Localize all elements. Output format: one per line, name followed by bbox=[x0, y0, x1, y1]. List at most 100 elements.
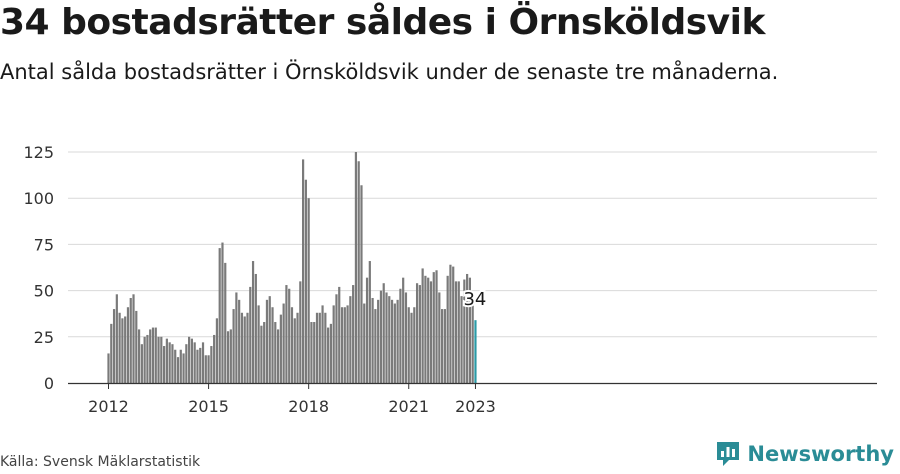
bar bbox=[221, 242, 224, 383]
bar bbox=[149, 329, 152, 383]
bar bbox=[121, 318, 124, 383]
bar bbox=[246, 312, 249, 383]
y-axis-ticks: 0 25 50 75 100 125 bbox=[23, 143, 54, 393]
bar bbox=[377, 299, 380, 383]
bar bbox=[338, 286, 341, 383]
bar bbox=[249, 286, 252, 383]
bar bbox=[443, 309, 446, 383]
bar bbox=[129, 297, 132, 383]
bar bbox=[232, 309, 235, 383]
bar bbox=[466, 273, 469, 383]
x-tick-label: 2023 bbox=[455, 397, 496, 416]
bar bbox=[238, 299, 241, 383]
bar bbox=[126, 307, 130, 383]
bar bbox=[190, 338, 193, 383]
bar bbox=[441, 309, 444, 383]
x-tick-label: 2012 bbox=[88, 397, 129, 416]
x-tick-label: 2018 bbox=[288, 397, 329, 416]
bar bbox=[393, 303, 396, 383]
bar bbox=[310, 322, 313, 383]
bar bbox=[363, 303, 366, 383]
bar bbox=[335, 294, 338, 383]
source-note: Källa: Svensk Mäklarstatistik bbox=[0, 454, 201, 470]
bar bbox=[151, 327, 155, 383]
bar bbox=[279, 314, 282, 383]
bar bbox=[296, 312, 299, 383]
bar bbox=[204, 355, 207, 383]
bar bbox=[404, 292, 408, 383]
bar bbox=[340, 307, 344, 383]
bar bbox=[143, 336, 146, 383]
bar bbox=[201, 342, 205, 383]
chart-title: 34 bostadsrätter såldes i Örnsköldsvik bbox=[0, 2, 765, 43]
y-tick-label: 0 bbox=[44, 374, 54, 393]
bar bbox=[299, 281, 302, 383]
bar bbox=[313, 322, 316, 383]
bar bbox=[421, 268, 424, 383]
bar bbox=[379, 290, 383, 383]
bar bbox=[371, 297, 374, 383]
bar bbox=[413, 307, 416, 383]
y-tick-label: 100 bbox=[23, 189, 54, 208]
bar bbox=[213, 334, 216, 383]
bar bbox=[165, 338, 168, 383]
bar bbox=[135, 310, 138, 383]
x-tick-label: 2015 bbox=[188, 397, 229, 416]
bar bbox=[226, 331, 230, 383]
bar bbox=[418, 285, 421, 383]
bar bbox=[107, 353, 110, 383]
bar bbox=[182, 353, 185, 383]
bar bbox=[429, 281, 433, 383]
bar bbox=[396, 299, 399, 383]
bar bbox=[260, 325, 263, 383]
bar-highlight bbox=[474, 320, 477, 383]
bar bbox=[302, 159, 305, 383]
bar bbox=[407, 307, 410, 383]
bar bbox=[274, 322, 277, 383]
bar bbox=[346, 305, 349, 383]
bar bbox=[471, 305, 474, 383]
bar bbox=[343, 307, 346, 383]
bar bbox=[243, 316, 246, 383]
bar bbox=[388, 296, 391, 383]
bar bbox=[115, 294, 118, 383]
bar bbox=[424, 275, 427, 383]
bar bbox=[224, 262, 227, 383]
bar bbox=[188, 336, 191, 383]
bar bbox=[112, 309, 116, 383]
bar bbox=[271, 307, 274, 383]
bar bbox=[357, 161, 360, 383]
bar bbox=[329, 323, 332, 383]
bar bbox=[288, 288, 291, 383]
bar bbox=[321, 305, 324, 383]
bar bbox=[157, 336, 160, 383]
bar bbox=[446, 275, 449, 383]
y-tick-label: 125 bbox=[23, 143, 54, 162]
newsworthy-logo: Newsworthy bbox=[715, 440, 894, 468]
bar bbox=[435, 270, 438, 383]
y-tick-label: 25 bbox=[34, 328, 54, 347]
bar bbox=[140, 344, 143, 383]
y-tick-label: 75 bbox=[34, 235, 54, 254]
bar bbox=[124, 316, 127, 383]
bar bbox=[457, 281, 460, 383]
bar bbox=[268, 296, 271, 383]
bar bbox=[307, 198, 310, 383]
bar bbox=[315, 312, 319, 383]
annotations: 34 bbox=[461, 287, 488, 312]
bar bbox=[427, 277, 430, 383]
bar bbox=[160, 336, 163, 383]
bar bbox=[354, 152, 358, 383]
bar bbox=[215, 318, 219, 383]
x-axis-ticks: 2012 2015 2018 2021 2023 bbox=[88, 383, 496, 416]
bar bbox=[179, 349, 182, 383]
bar bbox=[257, 305, 260, 383]
bar bbox=[118, 312, 121, 383]
bar bbox=[454, 281, 458, 383]
bar bbox=[385, 292, 388, 383]
bar bbox=[285, 285, 288, 383]
bar bbox=[449, 264, 452, 383]
bar bbox=[415, 283, 419, 383]
bar bbox=[265, 299, 269, 383]
bar bbox=[137, 329, 141, 383]
